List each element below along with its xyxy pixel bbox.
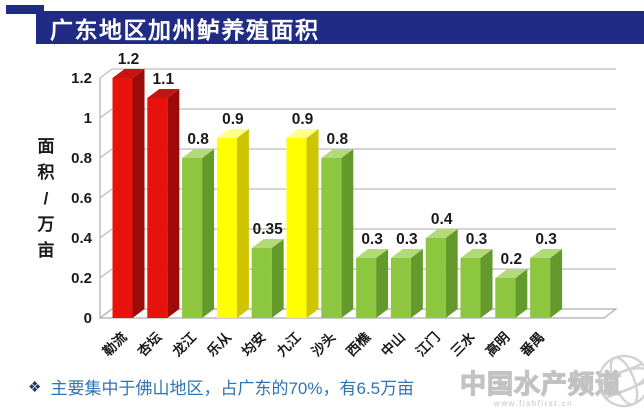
bar — [286, 138, 307, 318]
bar-side-face — [236, 129, 249, 318]
bar-side-face — [202, 149, 215, 318]
bar-value-label: 0.35 — [253, 221, 284, 238]
bar-side-face — [480, 249, 493, 318]
y-tick-label: 0.6 — [71, 190, 92, 207]
bar-value-label: 0.8 — [327, 131, 349, 148]
globe-icon — [597, 354, 644, 408]
bar — [321, 158, 342, 318]
y-axis-title-char: 面 — [38, 137, 55, 156]
bar-value-label: 0.9 — [222, 111, 244, 128]
bar-value-label: 0.2 — [501, 251, 523, 268]
y-tick-label: 0.4 — [71, 230, 93, 247]
title-bar: 广东地区加州鲈养殖面积 — [36, 11, 644, 44]
bar — [112, 78, 133, 318]
bar-value-label: 0.9 — [292, 111, 314, 128]
gridline-connector — [99, 68, 113, 79]
x-category-label: 沙头 — [308, 328, 339, 359]
bar-top-face — [356, 249, 389, 258]
bar-value-label: 0.4 — [431, 211, 453, 228]
bar-side-face — [515, 269, 528, 318]
bar — [182, 158, 203, 318]
x-category-label: 九江 — [273, 328, 304, 359]
bar-value-label: 0.8 — [187, 131, 209, 148]
x-category-label: 龙江 — [168, 328, 199, 359]
bar-top-face — [112, 69, 145, 78]
annotation-line: ❖ 主要集中于佛山地区，占广东的70%，有6.5万亩 — [28, 374, 414, 399]
bar-top-face — [321, 149, 354, 158]
gridline-connector — [99, 108, 113, 119]
bar-side-face — [445, 229, 458, 318]
page-title: 广东地区加州鲈养殖面积 — [50, 16, 320, 43]
x-category-label: 乐从 — [204, 328, 235, 359]
gridline-connector — [99, 268, 113, 279]
gridline-connector — [99, 188, 113, 199]
bar-side-face — [410, 249, 423, 318]
bar-side-face — [167, 89, 180, 318]
bar-side-face — [271, 239, 284, 318]
bar — [460, 258, 481, 318]
bar-side-face — [550, 249, 563, 318]
bar-top-face — [216, 129, 249, 138]
bar-side-face — [341, 149, 354, 318]
bar — [356, 258, 377, 318]
bar-value-label: 0.3 — [396, 231, 418, 248]
bar-top-face — [495, 269, 528, 278]
y-tick-label: 0.8 — [71, 150, 92, 167]
bar-top-face — [147, 89, 180, 98]
bar — [495, 278, 516, 318]
y-tick-label: 0 — [84, 310, 92, 327]
x-category-label: 勒流 — [99, 328, 130, 359]
x-category-label: 均安 — [238, 329, 268, 359]
y-axis-title-char: 万 — [37, 215, 55, 234]
bar — [251, 248, 272, 318]
y-tick-label: 1 — [84, 110, 92, 127]
x-category-label: 西樵 — [343, 328, 374, 359]
title-accent-strip — [6, 5, 44, 14]
bar-value-label: 0.3 — [361, 231, 383, 248]
y-tick-label: 1.2 — [71, 70, 92, 87]
bar-value-label: 1.2 — [118, 51, 140, 68]
x-category-label: 番禺 — [516, 329, 547, 360]
y-axis-title-char: 亩 — [38, 240, 55, 260]
y-tick-label: 0.2 — [71, 270, 92, 287]
bar-top-face — [286, 129, 319, 138]
bar — [216, 138, 237, 318]
bar-value-label: 0.3 — [466, 231, 488, 248]
bar — [530, 258, 551, 318]
bar-value-label: 0.3 — [535, 231, 557, 248]
annotation-text: 主要集中于佛山地区，占广东的70%，有6.5万亩 — [50, 379, 415, 398]
bar-side-face — [306, 129, 319, 318]
bar-top-face — [182, 149, 215, 158]
bar-top-face — [390, 249, 423, 258]
bar — [390, 258, 411, 318]
bar-side-face — [376, 249, 389, 318]
bar — [425, 238, 446, 318]
x-category-label: 中山 — [378, 329, 408, 359]
bar-side-face — [132, 69, 145, 318]
diamond-bullet-icon: ❖ — [28, 378, 42, 396]
x-category-label: 三水 — [447, 328, 478, 359]
gridline-connector — [99, 228, 113, 239]
x-category-label: 高明 — [482, 329, 512, 359]
y-axis-title-char: 积 — [38, 163, 55, 182]
bar-top-face — [460, 249, 493, 258]
bar-top-face — [251, 239, 284, 248]
bar-top-face — [530, 249, 563, 258]
x-category-label: 江门 — [412, 329, 442, 359]
bar-value-label: 1.1 — [153, 71, 175, 88]
bar — [147, 98, 168, 318]
bar-top-face — [425, 229, 458, 238]
y-axis-title-char: / — [44, 189, 49, 208]
gridline-connector — [99, 148, 113, 159]
x-category-label: 杏坛 — [134, 328, 165, 359]
